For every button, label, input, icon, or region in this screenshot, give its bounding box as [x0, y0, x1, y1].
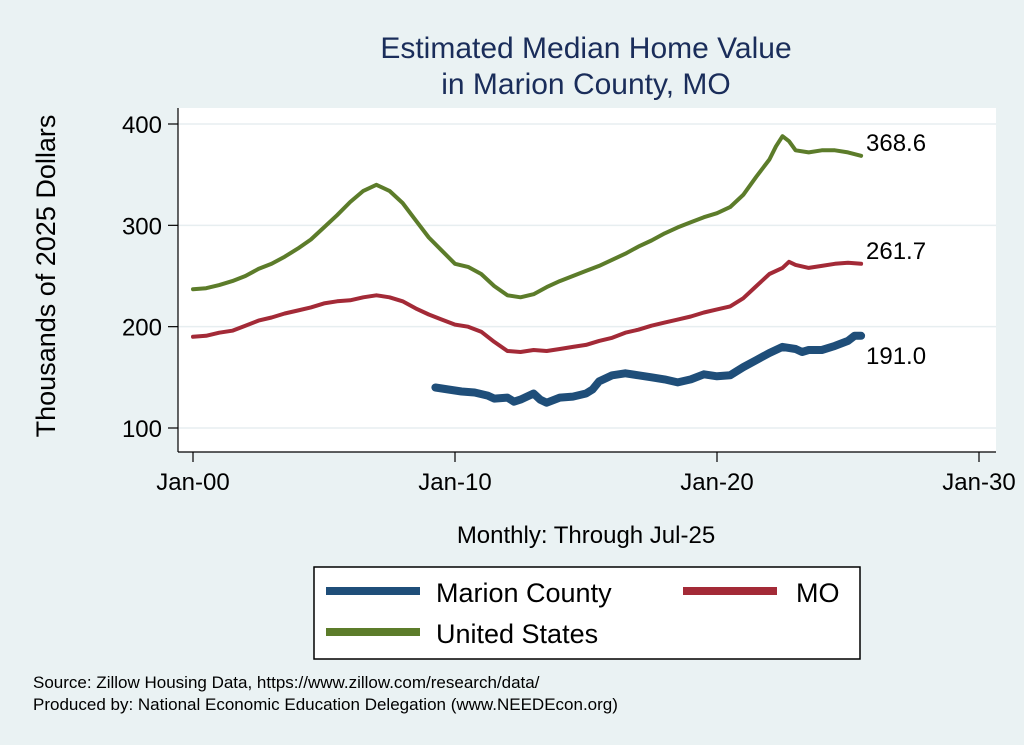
legend-label-united-states: United States: [436, 619, 598, 649]
legend: Marion County MO United States: [326, 578, 840, 649]
x-tick-label: Jan-30: [942, 469, 1015, 496]
chart-title-line-1: Estimated Median Home Value: [380, 32, 791, 65]
y-tick-label: 400: [122, 112, 162, 139]
x-axis-title: Monthly: Through Jul-25: [457, 522, 715, 549]
end-label-marion-county: 191.0: [866, 343, 926, 370]
y-axis-title: Thousands of 2025 Dollars: [31, 115, 61, 438]
series-line-marion-county: [431, 331, 866, 407]
series-lines: [191, 134, 866, 407]
plot-area: [178, 108, 996, 452]
tick-labels: 100 200 300 400 Jan-00 Jan-10 Jan-20 Jan-30 368.…: [122, 112, 1016, 496]
x-tick-label: Jan-00: [156, 469, 229, 496]
end-label-united-states: 368.6: [866, 130, 926, 157]
source-note: Source: Zillow Housing Data, https://www…: [33, 673, 540, 692]
chart-title-line-2: in Marion County, MO: [441, 68, 731, 101]
y-tick-label: 200: [122, 315, 162, 342]
legend-box: [313, 566, 861, 660]
series-line-united-states: [191, 134, 864, 300]
legend-label-marion-county: Marion County: [436, 578, 612, 608]
legend-label-mo: MO: [796, 578, 840, 608]
x-tick-label: Jan-20: [680, 469, 753, 496]
x-tick-label: Jan-10: [418, 469, 491, 496]
end-label-mo: 261.7: [866, 238, 926, 265]
series-line-mo: [191, 259, 864, 354]
y-tick-label: 300: [122, 213, 162, 240]
producer-note: Produced by: National Economic Education…: [33, 695, 618, 714]
grid: [178, 123, 996, 429]
y-tick-label: 100: [122, 416, 162, 443]
axes: [168, 108, 996, 462]
